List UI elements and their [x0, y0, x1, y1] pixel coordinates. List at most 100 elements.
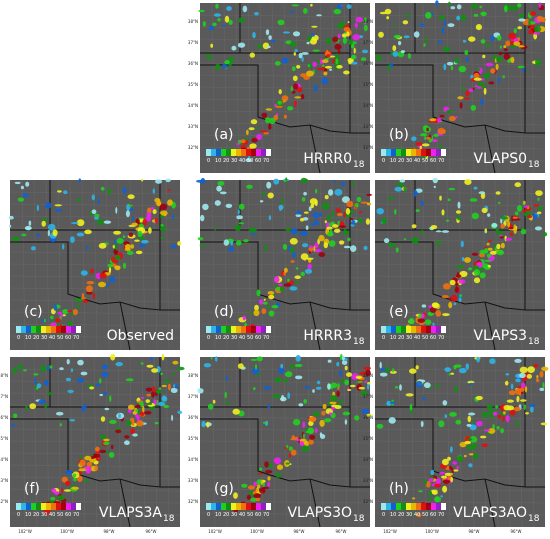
radar-echo	[103, 441, 110, 446]
radar-echo	[412, 497, 416, 500]
radar-echo	[12, 367, 17, 374]
radar-echo	[160, 372, 164, 376]
radar-echo	[425, 36, 428, 44]
radar-echo	[47, 229, 51, 237]
county-line	[374, 86, 546, 90]
radar-echo	[86, 291, 93, 295]
radar-echo	[262, 482, 265, 487]
radar-echo	[72, 309, 78, 316]
radar-echo	[214, 356, 218, 362]
county-line	[199, 14, 371, 18]
radar-echo	[261, 308, 267, 314]
latitude-label: 36°N	[363, 61, 373, 66]
radar-echo	[260, 130, 268, 133]
radar-echo	[311, 25, 318, 28]
county-line	[9, 251, 181, 255]
radar-echo	[289, 238, 298, 245]
radar-echo	[367, 383, 370, 390]
radar-echo	[316, 14, 322, 17]
radar-echo	[351, 43, 355, 49]
radar-echo	[487, 428, 496, 434]
radar-echo	[302, 433, 305, 439]
radar-echo	[62, 314, 66, 317]
colorbar-swatch	[216, 326, 221, 333]
radar-echo	[274, 377, 282, 383]
colorbar-swatch	[436, 326, 441, 333]
radar-echo	[76, 304, 80, 309]
radar-echo	[334, 53, 340, 60]
radar-echo	[10, 424, 16, 427]
radar-echo	[349, 218, 354, 221]
colorbar-swatch	[266, 503, 271, 510]
colorbar-tick-label: 40	[239, 335, 245, 341]
radar-echo	[113, 249, 117, 254]
radar-echo	[41, 218, 49, 222]
colorbar-swatch	[411, 149, 416, 156]
radar-echo	[197, 237, 204, 241]
county-line	[9, 203, 181, 207]
latitude-label: 32°N	[188, 145, 198, 150]
radar-echo	[307, 64, 310, 68]
county-line	[199, 38, 371, 42]
radar-echo	[286, 92, 289, 96]
county-line	[211, 356, 216, 528]
radar-echo	[387, 64, 391, 71]
radar-echo	[429, 118, 437, 122]
colorbar-swatch	[46, 503, 51, 510]
county-line	[199, 26, 371, 30]
colorbar-tick-label: 30	[231, 512, 237, 518]
colorbar-swatch	[76, 503, 81, 510]
radar-echo	[238, 203, 245, 210]
colorbar-swatch	[401, 503, 406, 510]
colorbar: 0 10 20 30 40 50 60 70	[16, 326, 81, 341]
radar-echo	[252, 31, 256, 39]
radar-echo	[282, 31, 291, 34]
radar-echo	[98, 242, 107, 249]
radar-echo	[480, 192, 486, 199]
radar-echo	[351, 61, 358, 65]
radar-echo	[464, 49, 469, 56]
colorbar-swatch	[216, 149, 221, 156]
radar-echo	[141, 239, 149, 244]
radar-echo	[242, 5, 248, 13]
radar-echo	[172, 360, 179, 365]
radar-echo	[152, 209, 157, 215]
radar-echo	[22, 193, 29, 198]
county-line	[343, 356, 348, 528]
radar-echo	[492, 55, 497, 59]
radar-echo	[456, 465, 459, 470]
radar-echo	[98, 281, 106, 288]
radar-echo	[379, 361, 382, 369]
colorbar-tick-label: 10	[390, 158, 396, 164]
longitude-label: 96°W	[145, 529, 156, 534]
radar-echo	[122, 187, 127, 194]
radar-echo	[442, 313, 450, 317]
radar-echo	[435, 478, 441, 485]
radar-echo	[262, 301, 268, 305]
colorbar-swatch	[216, 503, 221, 510]
radar-echo	[424, 479, 428, 485]
radar-echo	[225, 376, 229, 381]
radar-echo	[322, 59, 329, 64]
county-line	[199, 311, 371, 315]
radar-echo	[268, 215, 272, 221]
colorbar-tick-label: 70	[263, 335, 269, 341]
radar-echo	[230, 240, 233, 246]
radar-echo	[114, 255, 121, 260]
radar-echo	[315, 188, 318, 194]
radar-echo	[475, 395, 483, 401]
radar-echo	[456, 215, 461, 221]
radar-echo	[150, 356, 153, 361]
county-line	[9, 323, 181, 327]
county-line	[199, 512, 371, 516]
radar-echo	[313, 248, 322, 253]
radar-echo	[363, 245, 368, 251]
radar-echo	[154, 421, 159, 425]
radar-echo	[355, 16, 363, 23]
radar-echo	[283, 114, 287, 119]
radar-echo	[456, 265, 464, 269]
county-line	[374, 440, 546, 444]
radar-echo	[513, 406, 521, 412]
radar-echo	[60, 323, 63, 327]
radar-echo	[469, 436, 478, 443]
